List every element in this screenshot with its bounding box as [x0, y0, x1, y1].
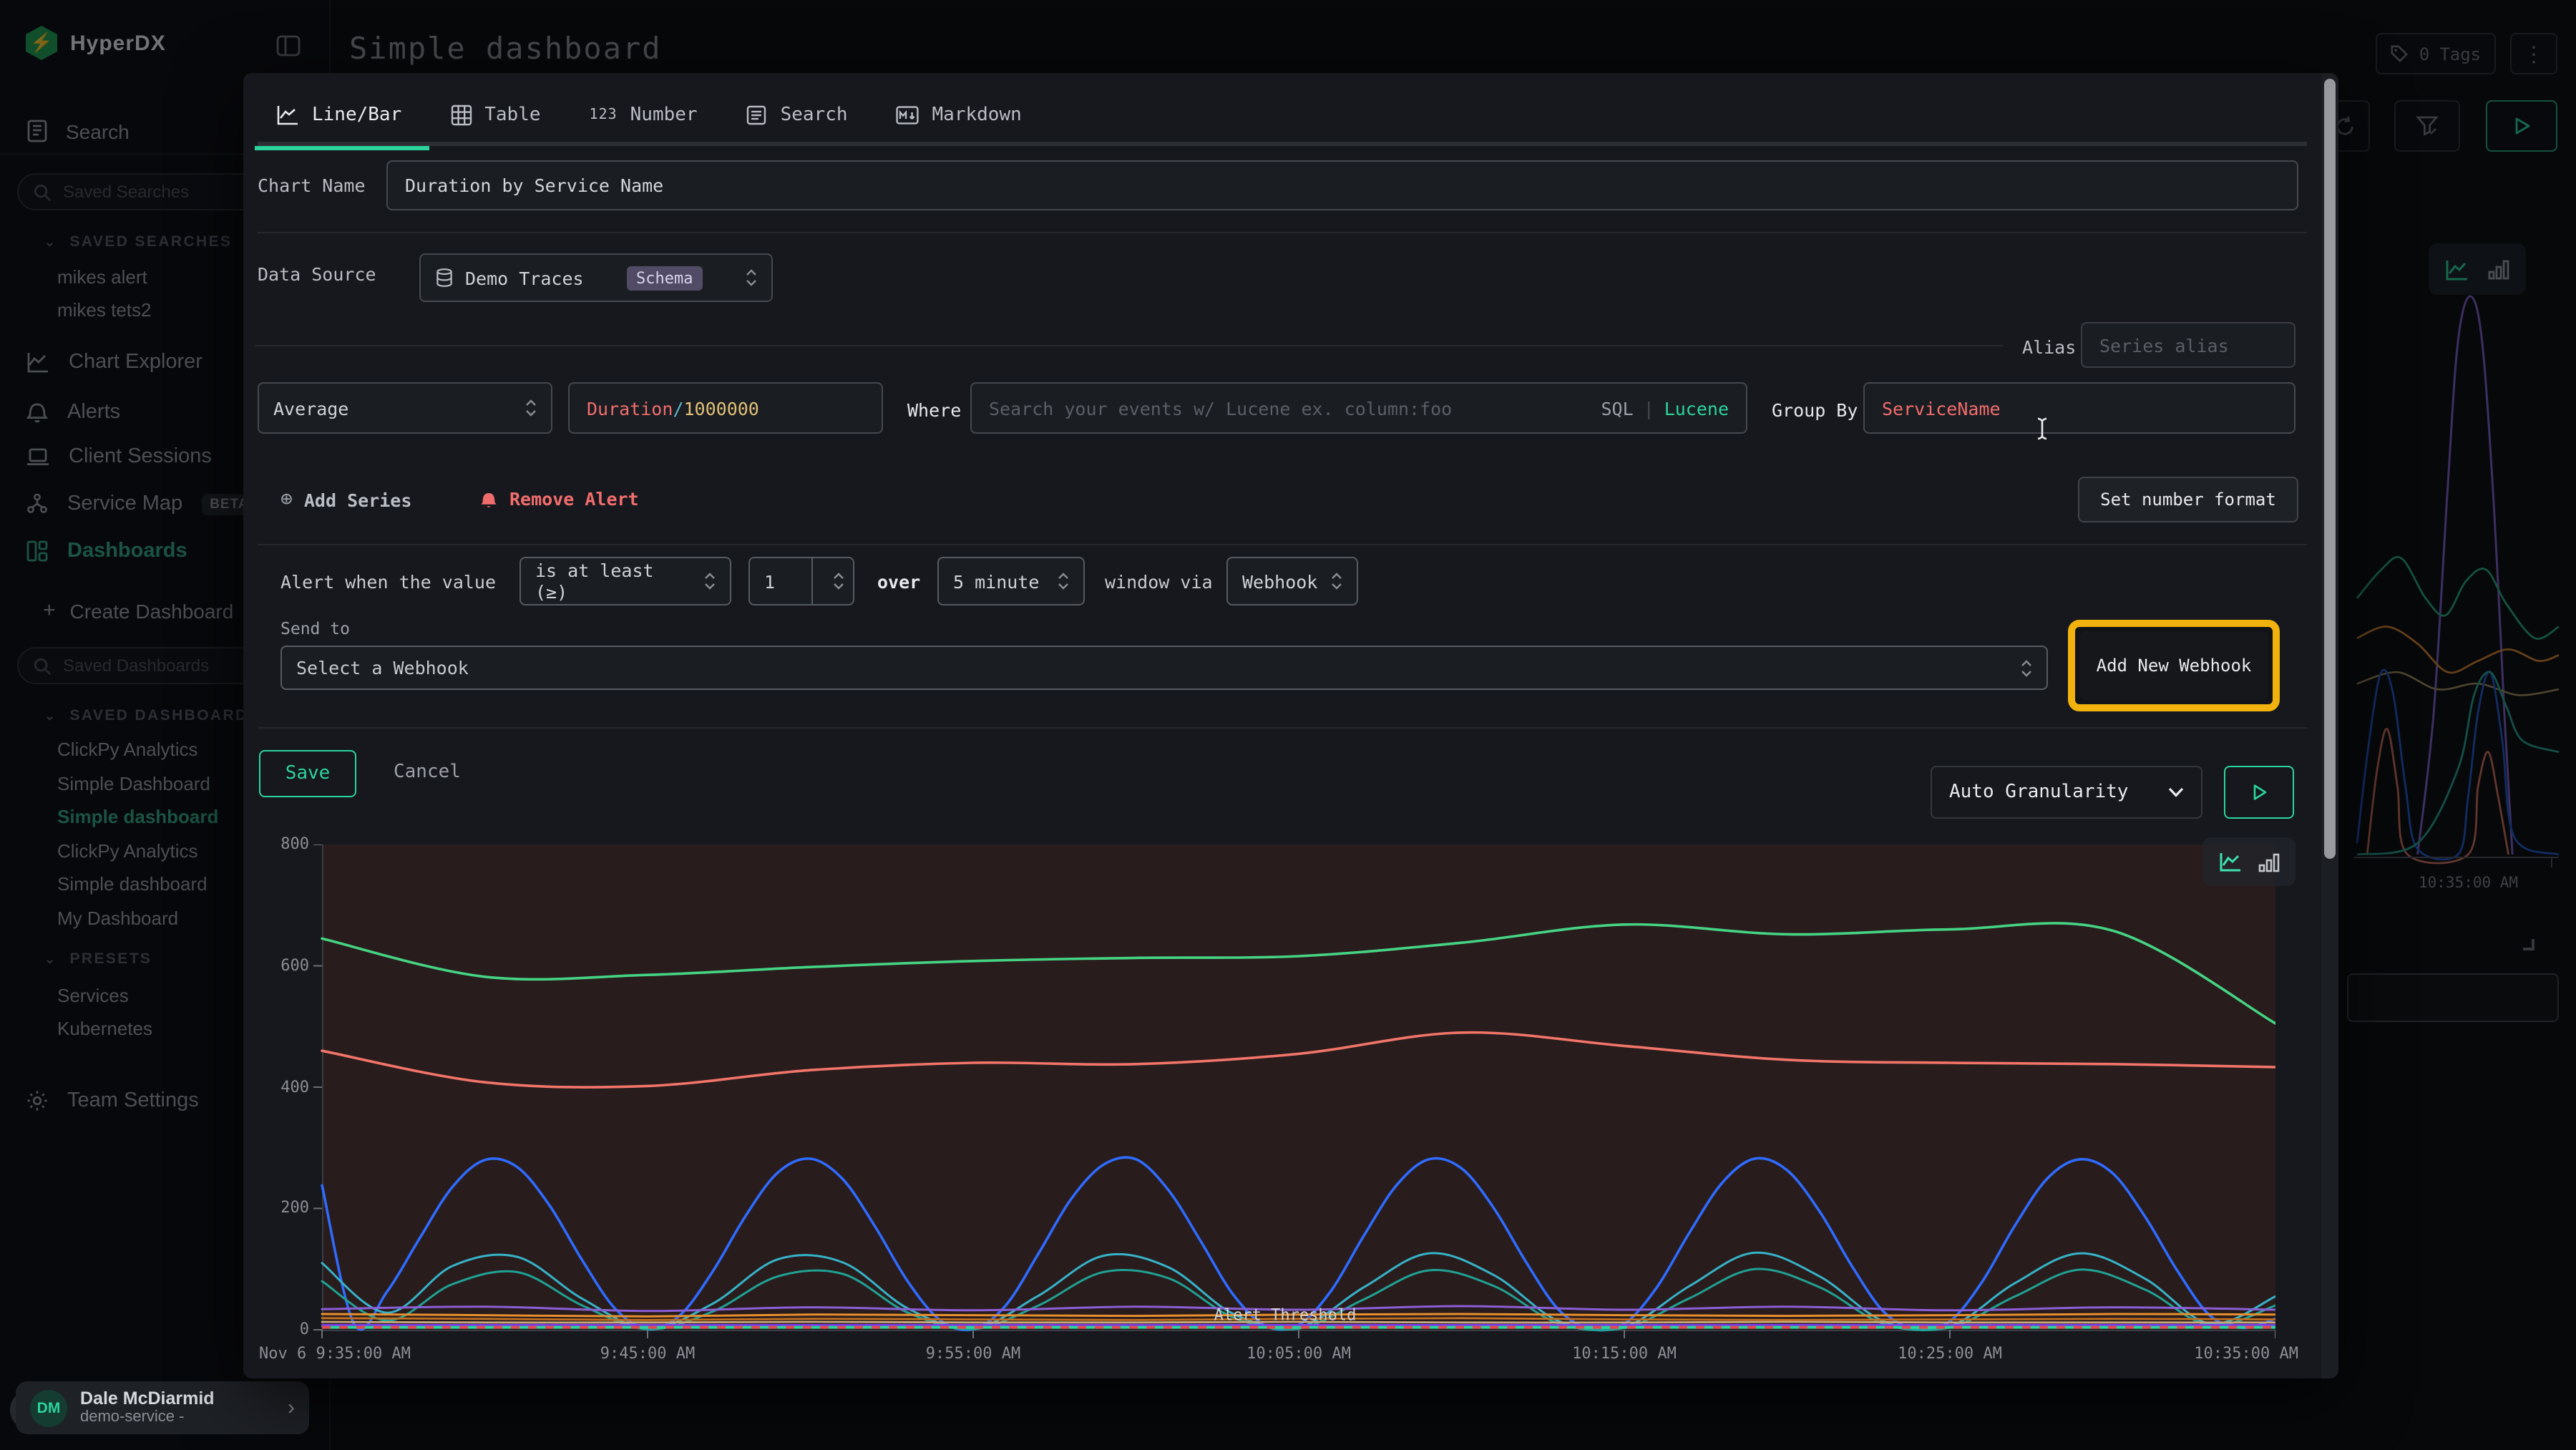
tutorial-highlight-box: Add New Webhook [2068, 620, 2280, 711]
sql-toggle[interactable]: SQL [1601, 397, 1633, 419]
alias-label: Alias [2022, 336, 2076, 358]
select-chevrons-icon [704, 573, 716, 590]
x-tick-label: 10:25:00 AM [1843, 1344, 2057, 1363]
select-chevrons-icon [525, 399, 537, 417]
user-subtitle: demo-service - [80, 1409, 215, 1427]
set-number-format-button[interactable]: Set number format [2078, 477, 2298, 522]
alert-threshold-input[interactable]: 1 [748, 557, 854, 605]
user-name: Dale McDiarmid [80, 1388, 215, 1409]
app-root: ⚡ HyperDX Search ⌄ SAVED SEARCHES mikes … [0, 0, 2576, 1450]
add-series-button[interactable]: ⊕ Add Series [280, 488, 411, 511]
alert-preview-chart[interactable]: Alert Threshold [311, 845, 2275, 1341]
chart-type-tabs: Line/Bar Table 123 Number Search Markdow… [258, 87, 2307, 146]
webhook-select[interactable]: Select a Webhook [280, 646, 2048, 690]
select-chevrons-icon [2021, 659, 2032, 676]
cancel-button[interactable]: Cancel [394, 762, 461, 783]
bar-chart-icon [2258, 851, 2280, 872]
chevron-right-icon: › [288, 1396, 295, 1420]
lucene-toggle[interactable]: Lucene [1664, 397, 1729, 419]
y-tick-label: 600 [243, 956, 309, 975]
x-tick-label: Nov 6 9:35:00 AM [259, 1344, 474, 1363]
x-tick-label: 10:15:00 AM [1517, 1344, 1732, 1363]
tab-table[interactable]: Table [450, 104, 540, 125]
tab-search[interactable]: Search [746, 104, 848, 125]
tab-line-bar[interactable]: Line/Bar [276, 104, 401, 125]
send-to-label: Send to [280, 618, 350, 638]
chart-name-input[interactable] [405, 175, 2280, 196]
where-field: SQL | Lucene [970, 382, 1747, 434]
user-card[interactable]: DM Dale McDiarmid demo-service - › [16, 1381, 309, 1434]
chevron-down-icon [2168, 787, 2184, 797]
aggregation-select[interactable]: Average [258, 382, 552, 434]
database-icon [435, 268, 454, 288]
x-tick-label: 10:35:00 AM [2084, 1344, 2298, 1363]
where-label: Where [907, 399, 961, 421]
schema-badge[interactable]: Schema [626, 266, 703, 290]
y-tick-label: 0 [243, 1320, 309, 1338]
alert-prefix-label: Alert when the value [280, 571, 496, 593]
markdown-icon [897, 105, 919, 124]
alert-condition-select[interactable]: is at least (≥) [519, 557, 731, 605]
modal-chart-type-toggle[interactable] [2202, 837, 2296, 886]
avatar: DM [30, 1389, 67, 1426]
scrollbar-thumb[interactable] [2324, 79, 2336, 859]
save-button[interactable]: Save [259, 750, 356, 797]
play-icon [2250, 783, 2268, 802]
remove-alert-button[interactable]: Remove Alert [479, 488, 639, 510]
over-label: over [877, 571, 920, 593]
where-input[interactable] [989, 397, 1589, 419]
y-tick-label: 800 [243, 835, 309, 853]
modal-scrollbar [2321, 73, 2338, 1378]
alias-field [2081, 322, 2296, 368]
select-chevrons-icon [1058, 573, 1069, 590]
field-denominator: 1000000 [684, 397, 759, 419]
x-tick-label: 10:05:00 AM [1191, 1344, 1406, 1363]
x-tick-label: 9:45:00 AM [540, 1344, 755, 1363]
data-source-select[interactable]: Demo Traces Schema [419, 253, 773, 302]
granularity-select[interactable]: Auto Granularity [1931, 766, 2202, 819]
alias-input[interactable] [2099, 334, 2277, 356]
tab-number[interactable]: 123 Number [590, 104, 698, 125]
field-name: Duration [587, 397, 673, 419]
list-doc-icon [746, 104, 768, 125]
line-chart-icon [2218, 850, 2243, 873]
active-tab-underline [255, 146, 429, 150]
text-cursor-pointer [2035, 417, 2049, 441]
chart-name-label: Chart Name [258, 175, 366, 196]
select-chevrons-icon [1331, 573, 1342, 590]
data-source-value: Demo Traces [465, 267, 584, 288]
chart-name-field [386, 160, 2298, 210]
y-tick-label: 400 [243, 1077, 309, 1096]
edit-chart-modal: Line/Bar Table 123 Number Search Markdow… [243, 73, 2338, 1378]
alert-window-select[interactable]: 5 minute [937, 557, 1085, 605]
field-separator: / [673, 397, 683, 419]
group-by-label: Group By [1772, 399, 1858, 421]
bell-alert-icon [479, 489, 498, 509]
number-stepper[interactable] [824, 573, 853, 590]
table-icon [450, 104, 472, 125]
circle-plus-icon: ⊕ [280, 488, 293, 511]
run-query-button[interactable] [2224, 766, 2294, 819]
select-chevrons-icon [746, 269, 757, 286]
alert-channel-select[interactable]: Webhook [1226, 557, 1358, 605]
field-expression[interactable]: Duration/1000000 [568, 382, 883, 434]
window-via-label: window via [1105, 571, 1213, 593]
x-tick-label: 9:55:00 AM [866, 1344, 1080, 1363]
group-by-input[interactable] [1882, 397, 2277, 419]
add-new-webhook-button[interactable]: Add New Webhook [2079, 631, 2268, 700]
number-123-icon: 123 [590, 107, 618, 122]
group-by-field [1863, 382, 2296, 434]
line-chart-icon [276, 104, 299, 125]
tab-markdown[interactable]: Markdown [897, 104, 1022, 125]
y-tick-label: 200 [243, 1199, 309, 1217]
alert-threshold-label: Alert Threshold [1214, 1307, 1357, 1325]
data-source-label: Data Source [258, 263, 376, 285]
